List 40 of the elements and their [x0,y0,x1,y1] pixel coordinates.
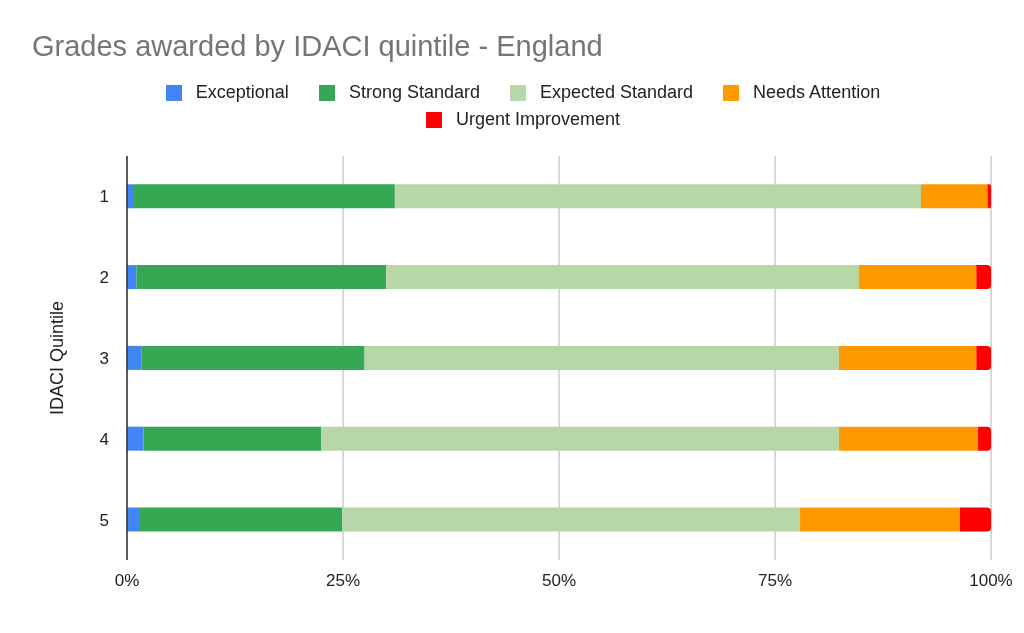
bar [127,345,142,370]
y-tick-label: 4 [99,429,109,449]
x-tick-label: 75% [757,571,793,591]
y-tick-label: 3 [99,349,109,369]
y-tick-label: 2 [99,268,109,288]
bar [394,184,922,209]
x-tick-label: 50% [541,571,577,591]
bar [139,507,343,532]
bar [127,507,140,532]
legend-label: Strong Standard [348,82,480,103]
legend-label: Exceptional [195,82,289,103]
y-tick-label: 5 [99,510,109,530]
x-tick-label: 0% [114,571,140,591]
bar [978,426,991,451]
bar [976,345,991,370]
y-axis-title: IDACI Quintile [47,300,68,416]
x-tick-label: 100% [969,571,1013,591]
bar [976,265,991,290]
legend-label: Urgent Improvement [455,109,621,130]
bar [321,426,839,451]
bar [136,265,387,290]
bar [800,507,960,532]
bar [386,265,859,290]
bar [133,184,395,209]
bar [838,345,977,370]
legend-label: Needs Attention [753,82,881,103]
bar [141,345,365,370]
chart-title: Grades awarded by IDACI quintile - England [32,30,603,63]
bar [959,507,991,532]
bar [921,184,988,209]
bar [858,265,977,290]
bar [838,426,979,451]
bar [364,345,839,370]
y-tick-label: 1 [99,187,109,207]
legend-label: Expected Standard [539,82,694,103]
bar [342,507,801,532]
bar [127,265,137,290]
bar [127,426,144,451]
x-tick-label: 25% [325,571,361,591]
bar [143,426,322,451]
